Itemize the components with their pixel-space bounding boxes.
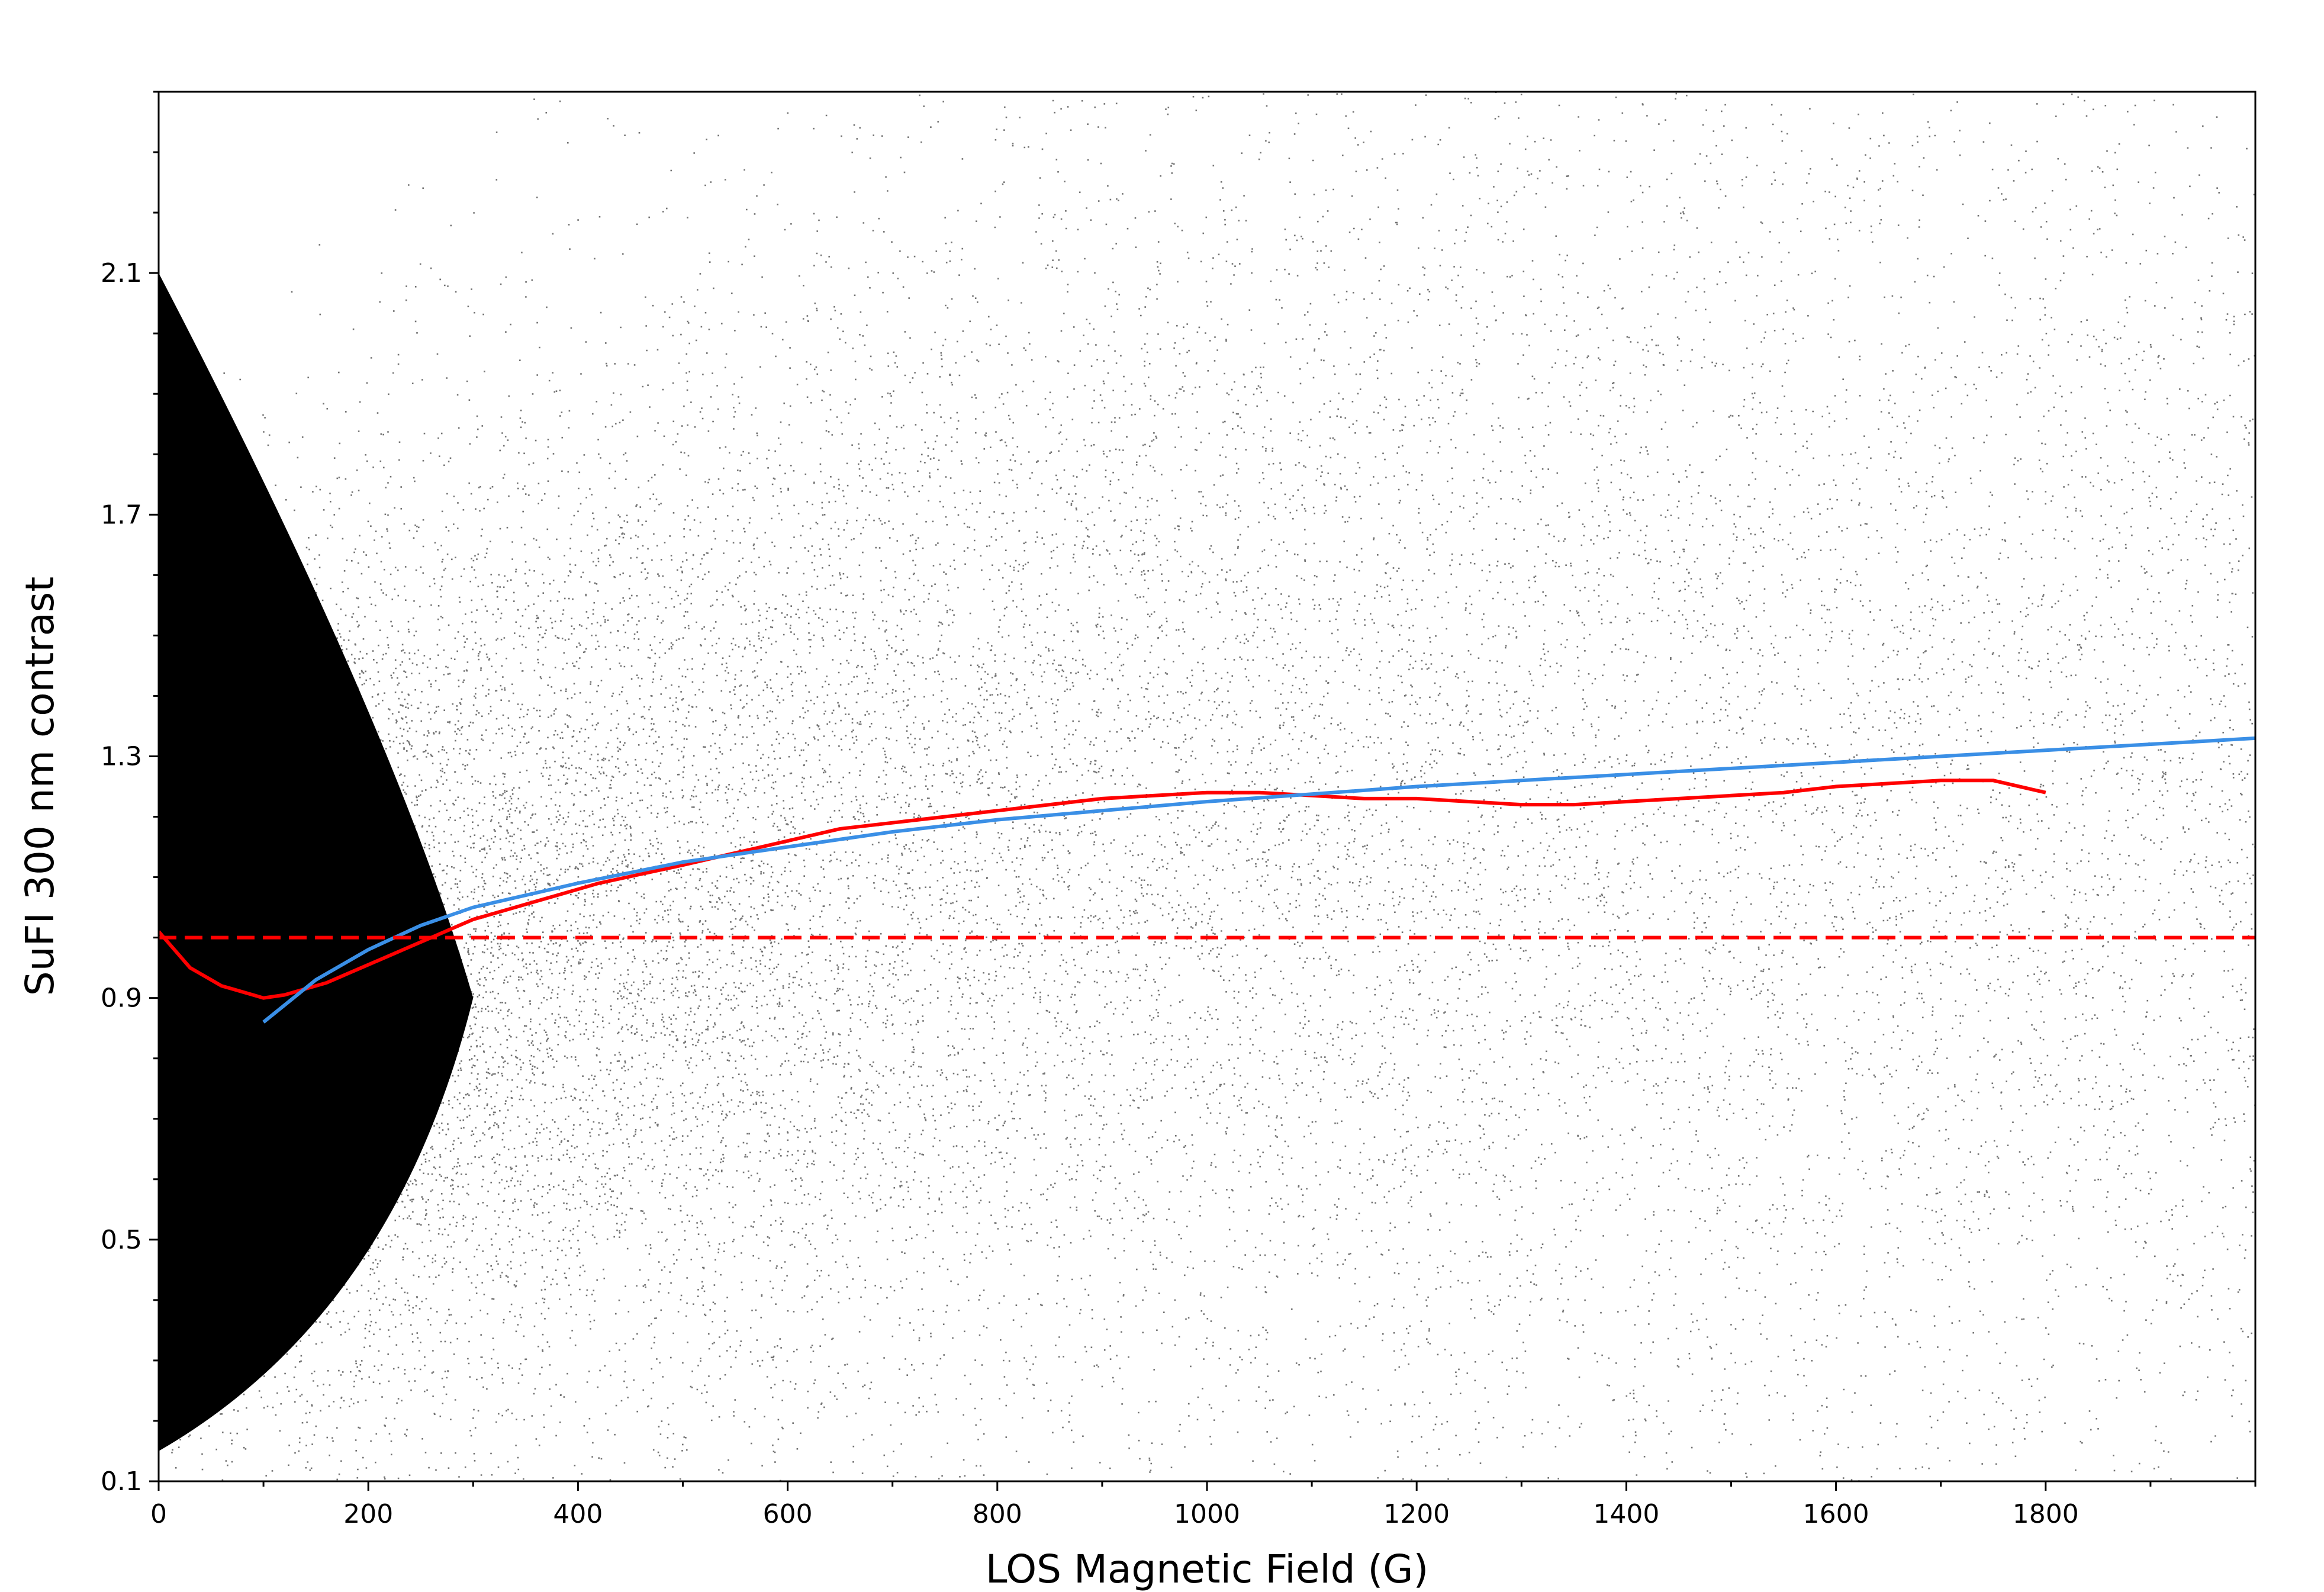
fit-curve-line [262, 736, 2255, 1024]
y-tick-label: 1.7 [101, 500, 142, 530]
x-tick-label: 1600 [1803, 1499, 1869, 1529]
x-tick-label: 400 [553, 1499, 603, 1529]
y-tick-label: 0.9 [101, 983, 142, 1014]
scatter-sparse-points [159, 92, 2255, 1481]
x-axis-label: LOS Magnetic Field (G) [986, 1546, 1428, 1592]
x-tick-label: 1200 [1383, 1499, 1450, 1529]
scatter-points [159, 92, 2255, 1481]
x-tick-label: 0 [150, 1499, 167, 1529]
x-tick-label: 1400 [1593, 1499, 1659, 1529]
x-tick-label: 200 [343, 1499, 393, 1529]
y-tick-label: 0.5 [101, 1225, 142, 1255]
series-lines [159, 736, 2255, 1024]
x-axis-ticks: 0 200 400 600 800 1000 1200 1400 1600 1800 [150, 1481, 2257, 1529]
x-tick-label: 600 [763, 1499, 813, 1529]
x-tick-label: 1800 [2013, 1499, 2079, 1529]
scatter-dense-core [159, 273, 474, 1451]
plot-background [159, 92, 2255, 1481]
y-tick-label: 0.1 [101, 1466, 142, 1497]
x-tick-label: 800 [973, 1499, 1022, 1529]
y-tick-label: 2.1 [101, 258, 142, 288]
y-axis-ticks: 0.1 0.5 0.9 1.3 1.7 2.1 [101, 91, 159, 1497]
x-tick-label: 1000 [1174, 1499, 1240, 1529]
y-tick-label: 1.3 [101, 741, 142, 771]
y-axis-label: SuFI 300 nm contrast [17, 577, 63, 996]
